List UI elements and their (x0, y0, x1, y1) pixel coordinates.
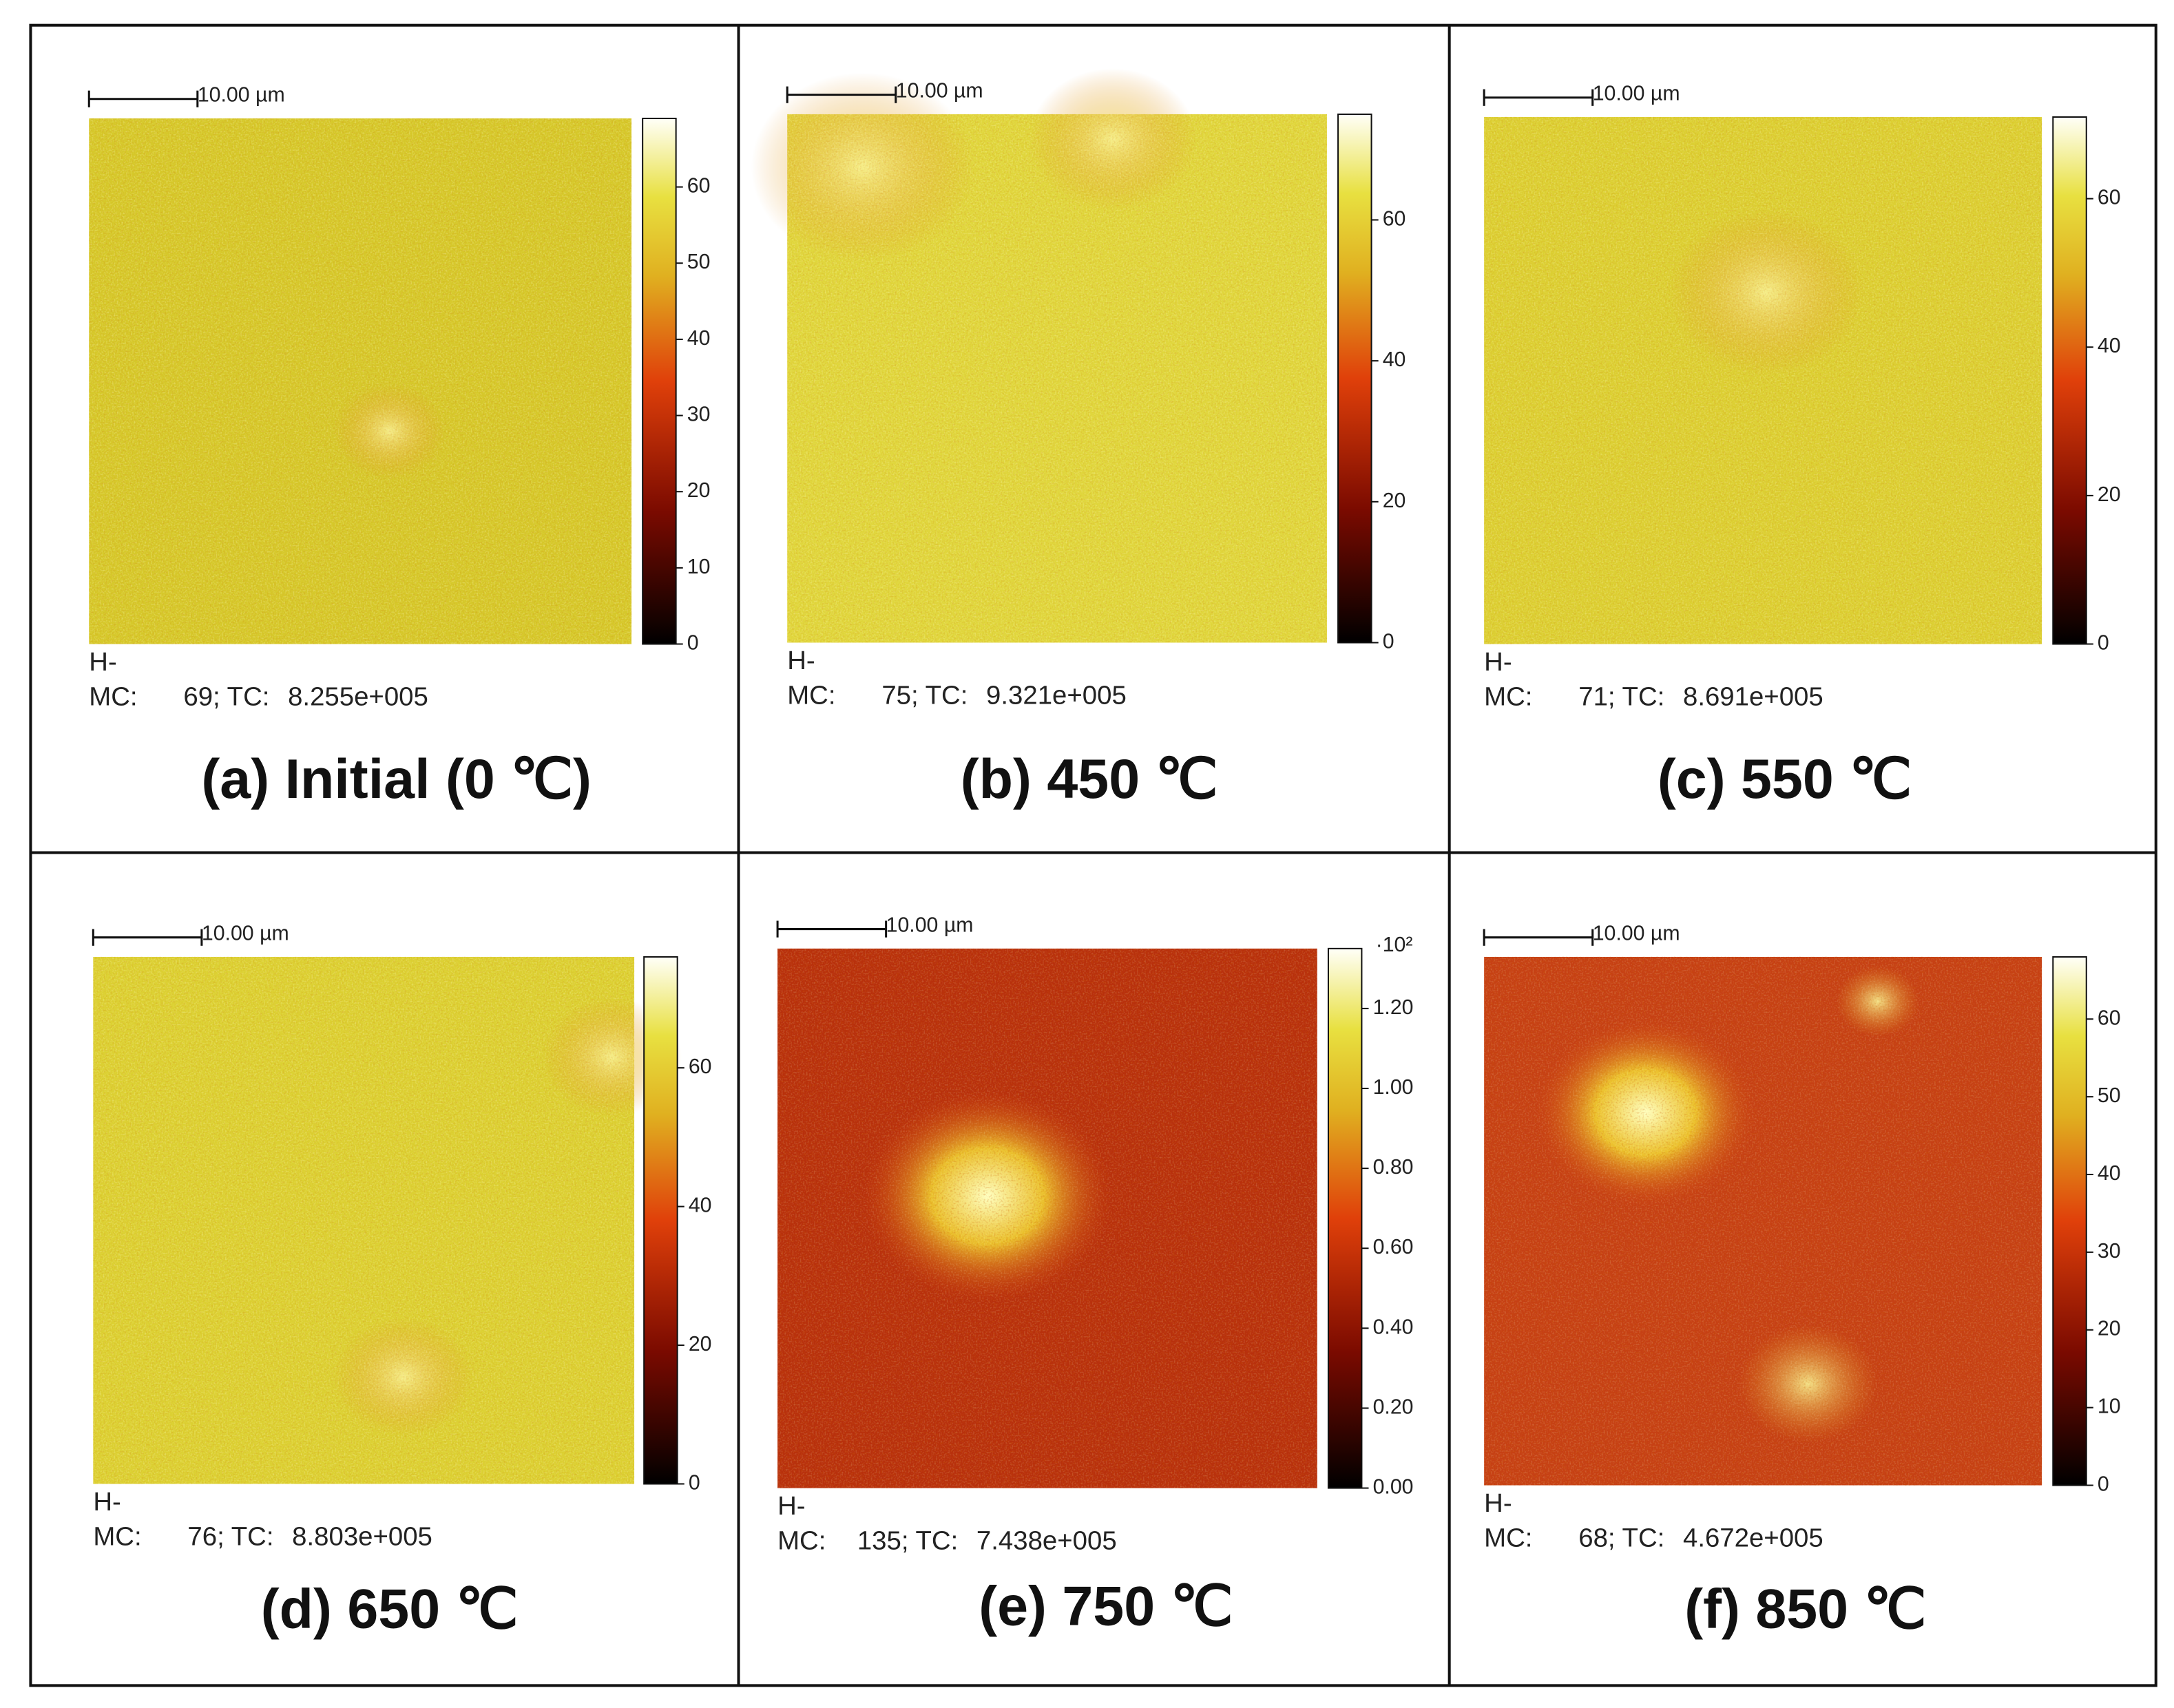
h-label: H- (787, 646, 815, 675)
mc-value: 68 (1578, 1523, 1608, 1552)
tc-value: 8.255e+005 (288, 682, 428, 711)
colorbar-tick-label: 40 (689, 1194, 712, 1217)
colorbar-tick-label: 50 (2098, 1084, 2121, 1107)
panel: 10.00 µm 0 10 20 30 40 50 60 H- MC: 68; TC: 4.672e+… (1483, 922, 2121, 1641)
mc-prefix: MC: (1484, 682, 1532, 711)
noise (89, 118, 632, 644)
colorbar (643, 956, 678, 1485)
colorbar-tick-label: 0 (1383, 630, 1394, 653)
colorbar-tick-label: 1.00 (1373, 1076, 1414, 1099)
colorbar-multiplier: ·10² (1376, 934, 1413, 956)
caption: (c) 550 ℃ (1658, 748, 1912, 810)
colorbar-tick-label: 40 (2098, 335, 2121, 357)
caption: (b) 450 ℃ (961, 748, 1218, 810)
colorbar-tick-label: 20 (2098, 483, 2121, 506)
panel: 10.00 µm 0 20 40 60 H- MC: 75; TC: 9.321e+005 (b)… (751, 68, 1406, 810)
tc-prefix: ; TC: (911, 680, 968, 710)
tc-prefix: ; TC: (901, 1526, 958, 1555)
colorbar (1337, 113, 1372, 644)
colorbar-tick-label: 10 (687, 556, 711, 578)
colorbar-tick-label: 1.20 (1373, 996, 1414, 1019)
scale-bar-label: 10.00 µm (1593, 83, 1680, 105)
colorbar-tick-label: 20 (2098, 1318, 2121, 1340)
h-label: H- (1484, 647, 1512, 677)
caption: (e) 750 ℃ (979, 1576, 1233, 1638)
mc-value: 69 (183, 682, 213, 711)
tc-value: 9.321e+005 (986, 680, 1127, 710)
colorbar-tick-label: 0 (2098, 1473, 2109, 1496)
tc-prefix: ; TC: (217, 1521, 273, 1551)
mc-prefix: MC: (93, 1521, 141, 1551)
tc-prefix: ; TC: (1608, 1523, 1664, 1552)
h-label: H- (89, 647, 116, 677)
scale-bar-label: 10.00 µm (202, 922, 289, 945)
colorbar-tick-label: 30 (687, 403, 711, 426)
colorbar-tick-label: 60 (1383, 207, 1406, 230)
mc-value: 76 (187, 1521, 217, 1551)
noise (777, 948, 1317, 1488)
mc-prefix: MC: (89, 682, 137, 711)
noise (1484, 116, 2042, 644)
mc-value: 75 (881, 680, 911, 710)
colorbar-tick-label: 20 (689, 1333, 712, 1356)
panel: 10.00 µm 0.00 0.20 0.40 0.60 0.80 1.00 1.20 ·10²… (776, 914, 1414, 1638)
colorbar-tick-label: 0.20 (1373, 1395, 1414, 1418)
scale-bar-label: 10.00 µm (198, 84, 285, 107)
colorbar-tick-label: 60 (2098, 187, 2121, 209)
h-label: H- (93, 1487, 121, 1517)
mc-prefix: MC: (777, 1526, 826, 1555)
tc-value: 8.803e+005 (292, 1521, 432, 1551)
colorbar (1327, 947, 1363, 1489)
mc-value: 71 (1578, 682, 1608, 711)
colorbar-tick-label: 40 (2098, 1162, 2121, 1185)
mc-value: 135 (857, 1526, 901, 1555)
tc-value: 8.691e+005 (1683, 682, 1823, 711)
panel: 10.00 µm 0 10 20 30 40 50 60 H- MC: 69; TC: 8.255e+… (87, 84, 711, 810)
colorbar-tick-label: 0 (687, 632, 699, 655)
colorbar (2052, 956, 2087, 1486)
scale-bar-label: 10.00 µm (1593, 922, 1680, 945)
colorbar-tick-label: 50 (687, 251, 711, 273)
scale-bar-label: 10.00 µm (896, 80, 983, 103)
colorbar-tick-label: 0.80 (1373, 1156, 1414, 1179)
noise (787, 114, 1327, 643)
h-label: H- (1484, 1488, 1512, 1518)
noise (93, 956, 635, 1484)
tc-value: 4.672e+005 (1683, 1523, 1823, 1552)
colorbar-tick-label: 0 (2098, 632, 2109, 655)
colorbar-tick-label: 40 (1383, 348, 1406, 371)
colorbar-tick-label: 10 (2098, 1395, 2121, 1418)
caption: (f) 850 ℃ (1684, 1579, 1926, 1641)
panel: 10.00 µm 0 20 40 60 H- MC: 76; TC: 8.803e+005 (d)… (92, 922, 712, 1641)
colorbar-tick-label: 20 (687, 479, 711, 502)
panel: 10.00 µm 0 20 40 60 H- MC: 71; TC: 8.691e+005 (c)… (1483, 83, 2121, 810)
colorbar-tick-label: 0.40 (1373, 1316, 1414, 1338)
tc-prefix: ; TC: (1608, 682, 1664, 711)
colorbar-tick-label: 30 (2098, 1240, 2121, 1263)
colorbar (642, 117, 677, 645)
tc-value: 7.438e+005 (976, 1526, 1117, 1555)
colorbar-tick-label: 20 (1383, 489, 1406, 512)
frame (29, 23, 2157, 1687)
noise (1484, 956, 2042, 1486)
colorbar-tick-label: 0.60 (1373, 1236, 1414, 1258)
mc-prefix: MC: (1484, 1523, 1532, 1552)
caption: (d) 650 ℃ (261, 1579, 519, 1641)
colorbar-tick-label: 60 (687, 175, 711, 198)
tc-prefix: ; TC: (213, 682, 269, 711)
colorbar-tick-label: 60 (2098, 1006, 2121, 1029)
h-label: H- (777, 1491, 805, 1521)
caption: (a) Initial (0 ℃) (201, 748, 591, 810)
colorbar-tick-label: 0 (689, 1471, 700, 1494)
mc-prefix: MC: (787, 680, 835, 710)
colorbar-tick-label: 40 (687, 327, 711, 350)
colorbar-tick-label: 60 (689, 1055, 712, 1078)
colorbar (2052, 116, 2087, 645)
colorbar-tick-label: 0.00 (1373, 1476, 1414, 1499)
scale-bar-label: 10.00 µm (886, 914, 974, 937)
